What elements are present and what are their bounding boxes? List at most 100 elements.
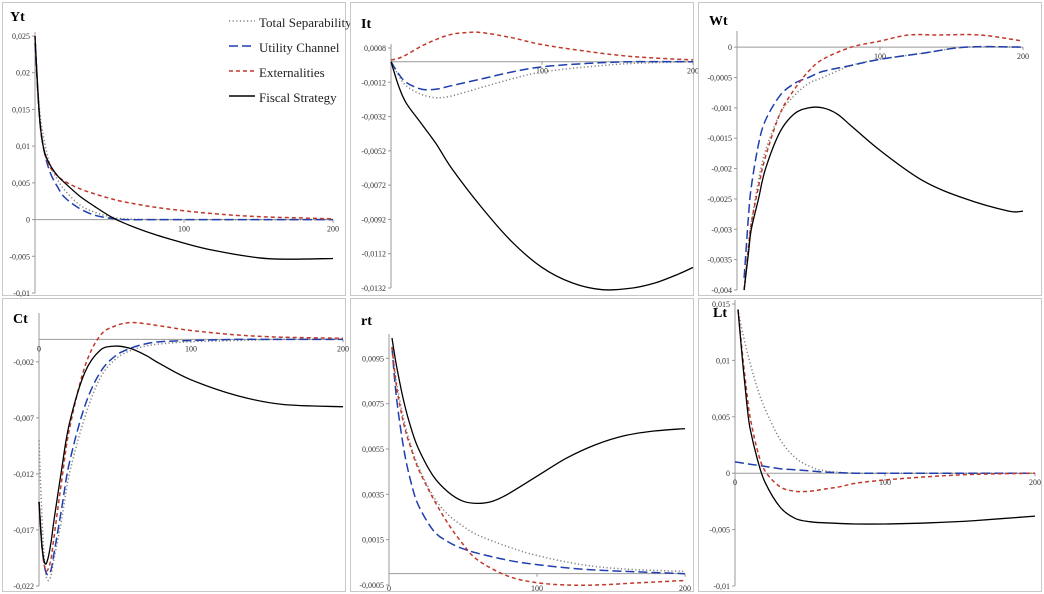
panel-yt: Yt 0,025 0,02 0,015 0,01 0,005 0 -0,005 -0,01 100… [2, 2, 352, 298]
y-tick-label: -0,0072 [361, 181, 386, 190]
series-line-utility [391, 347, 686, 575]
x-tick-label: 100 [874, 52, 886, 61]
y-tick-label: -0,0052 [361, 147, 386, 156]
x-tick-label: 100 [531, 584, 543, 593]
chart-wt: Wt 0 -0,0005 -0,001 -0,0015 -0,002 -0,0025 -0,0… [707, 14, 1029, 295]
chart-title: Wt [709, 14, 728, 29]
panel-ct: Ct -0,002 -0,007 -0,012 -0,017 -0,022 0 100 200 [2, 298, 349, 592]
chart-it: It 0,0008 -0,0012 -0,0032 -0,0052 -0,0072 -0,0… [361, 17, 699, 293]
series-line-externalities [737, 309, 1036, 493]
y-tick-label: -0,0025 [707, 195, 732, 204]
series-line-fiscal [38, 345, 344, 565]
x-tick-label: 200 [679, 584, 691, 593]
y-tick-label: 0,015 [12, 105, 30, 114]
chart-yt: Yt 0,025 0,02 0,015 0,01 0,005 0 -0,005 -0,01 100… [9, 10, 339, 298]
x-tick-label: 0 [387, 584, 391, 593]
y-tick-label: -0,007 [13, 414, 34, 423]
series-line-externalities [743, 33, 1024, 291]
y-tick-label: 0,0035 [362, 490, 384, 499]
y-tick-label: -0,017 [13, 526, 34, 535]
legend-label-utility: Utility Channel [259, 40, 340, 55]
chart-ct: Ct -0,002 -0,007 -0,012 -0,017 -0,022 0 100 200 [13, 312, 349, 591]
y-tick-label: 0,015 [712, 300, 730, 309]
legend-label-fiscal: Fiscal Strategy [259, 90, 337, 105]
y-tick-label: -0,01 [713, 582, 730, 591]
legend-label-externalities: Externalities [259, 65, 325, 80]
x-tick-label: 200 [337, 344, 349, 353]
series-line-externalities [34, 35, 334, 220]
y-tick-label: -0,0112 [362, 250, 386, 259]
x-tick-label: 0 [37, 344, 41, 353]
y-tick-label: -0,0012 [361, 78, 386, 87]
y-tick-label: -0,0005 [707, 74, 732, 83]
legend-swatch-externalities [229, 70, 255, 72]
x-tick-label: 100 [185, 344, 197, 353]
series-line-fiscal [737, 309, 1036, 525]
x-tick-label: 0 [733, 478, 737, 487]
y-tick-label: -0,0005 [359, 581, 384, 590]
y-tick-label: 0 [26, 216, 30, 225]
series-line-externalities [38, 321, 344, 573]
legend-item-utility: Utility Channel [229, 38, 379, 63]
chart-title: Yt [10, 10, 25, 25]
y-tick-label: -0,001 [711, 104, 732, 113]
series-line-fiscal [743, 106, 1024, 291]
y-tick-label: -0,01 [13, 289, 30, 298]
y-tick-label: 0,01 [716, 356, 730, 365]
y-tick-label: 0 [728, 43, 732, 52]
series-line-fiscal [34, 35, 334, 260]
legend: Total Separability Utility Channel Exter… [229, 13, 379, 113]
x-tick-label: 200 [327, 225, 339, 234]
series-line-total [38, 338, 344, 582]
y-tick-label: -0,004 [711, 286, 732, 295]
y-tick-label: 0,025 [12, 32, 30, 41]
x-tick-label: 200 [1029, 478, 1041, 487]
y-tick-label: -0,003 [711, 225, 732, 234]
y-tick-label: 0,0075 [362, 400, 384, 409]
y-tick-label: -0,0035 [707, 256, 732, 265]
series-line-utility [38, 338, 343, 576]
panel-it: It 0,0008 -0,0012 -0,0032 -0,0052 -0,0072 -0,0… [350, 2, 699, 296]
x-tick-label: 100 [879, 478, 891, 487]
legend-label-total: Total Separability [259, 15, 352, 30]
y-tick-label: 0,02 [16, 69, 30, 78]
series-line-total [390, 60, 694, 99]
chart-title: rt [361, 314, 372, 329]
chart-title: It [361, 17, 371, 32]
y-tick-label: 0,0015 [362, 536, 384, 545]
legend-swatch-utility [229, 45, 255, 47]
y-tick-label: -0,012 [13, 470, 34, 479]
y-tick-label: -0,022 [13, 582, 34, 591]
y-tick-label: -0,002 [13, 358, 34, 367]
y-tick-label: -0,0092 [361, 215, 386, 224]
legend-item-fiscal: Fiscal Strategy [229, 88, 379, 113]
x-tick-label: 200 [1017, 52, 1029, 61]
chart-title: Lt [713, 306, 727, 321]
panel-wt: Wt 0 -0,0005 -0,001 -0,0015 -0,002 -0,0025 -0,0… [698, 2, 1042, 296]
x-tick-label: 200 [687, 67, 699, 76]
series-line-fiscal [391, 337, 686, 505]
series-line-total [737, 309, 1035, 475]
legend-item-total: Total Separability [229, 13, 379, 38]
y-tick-label: 0 [726, 469, 730, 478]
x-tick-label: 100 [536, 67, 548, 76]
y-tick-label: -0,005 [709, 526, 730, 535]
series-line-fiscal [390, 61, 694, 291]
y-tick-label: 0,01 [16, 142, 30, 151]
series-line-total [391, 347, 686, 573]
chart-title: Ct [13, 312, 28, 327]
chart-lt: Lt0,015 0,01 0,005 0 -0,005 -0,01 0 100 200 [709, 300, 1041, 591]
y-tick-label: -0,002 [711, 165, 732, 174]
series-line-total [743, 45, 1024, 291]
legend-swatch-fiscal [229, 95, 255, 97]
y-tick-label: 0,005 [12, 179, 30, 188]
series-line-utility [390, 60, 694, 91]
legend-swatch-total [229, 20, 255, 22]
y-tick-label: 0,0095 [362, 354, 384, 363]
panel-lt: Lt 0,015 0,01 0,005 0 -0,005 -0,01 0 100 200 [698, 298, 1042, 592]
series-line-utility [734, 461, 1035, 475]
x-tick-label: 100 [178, 225, 190, 234]
y-tick-label: -0,0032 [361, 113, 386, 122]
series-line-externalities [390, 31, 694, 61]
